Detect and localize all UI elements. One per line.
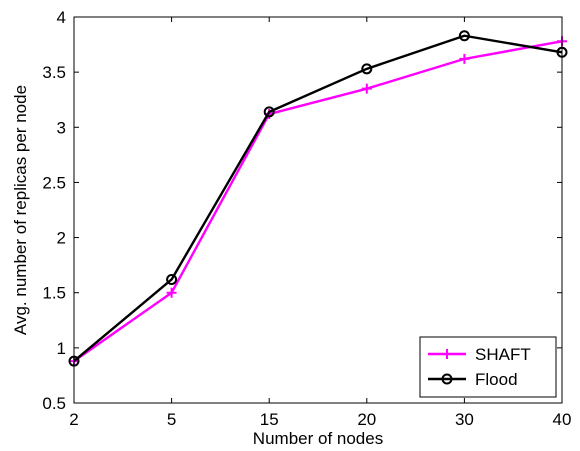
x-tick-label: 20 bbox=[357, 410, 376, 429]
legend-box bbox=[419, 336, 557, 398]
x-axis-label: Number of nodes bbox=[253, 429, 383, 448]
y-tick-label: 3.5 bbox=[42, 63, 66, 82]
x-tick-label: 15 bbox=[260, 410, 279, 429]
legend-marker bbox=[441, 373, 453, 385]
y-tick-label: 2 bbox=[57, 229, 66, 248]
data-point-shaft bbox=[459, 53, 470, 64]
series-line-shaft bbox=[73, 40, 563, 363]
x-tick-label: 5 bbox=[167, 410, 176, 429]
x-axis-ticks: 2 5 15 20 30 40 bbox=[69, 17, 571, 429]
data-series bbox=[68, 30, 568, 367]
x-tick-label: 2 bbox=[69, 410, 78, 429]
y-tick-label: 2.5 bbox=[42, 173, 66, 192]
legend-label: SHAFT bbox=[475, 345, 531, 364]
x-tick-label: 30 bbox=[455, 410, 474, 429]
series-line-flood bbox=[73, 34, 563, 363]
legend-marker bbox=[442, 349, 452, 359]
data-point-flood bbox=[166, 273, 178, 285]
series-flood bbox=[68, 30, 568, 367]
x-tick-label: 40 bbox=[553, 410, 572, 429]
legend: SHAFT Flood bbox=[419, 336, 557, 398]
data-point-shaft bbox=[166, 287, 177, 298]
plot-area-frame bbox=[73, 16, 563, 404]
y-tick-label: 1 bbox=[57, 339, 66, 358]
legend-entry-flood: Flood bbox=[428, 370, 518, 389]
data-point-flood bbox=[263, 106, 275, 118]
y-tick-label: 3 bbox=[57, 118, 66, 137]
data-point-flood bbox=[361, 63, 373, 75]
y-tick-label: 4 bbox=[57, 8, 66, 27]
data-point-shaft bbox=[361, 83, 372, 94]
legend-label: Flood bbox=[475, 370, 518, 389]
y-tick-label: 0.5 bbox=[42, 394, 66, 413]
y-tick-label: 1.5 bbox=[42, 284, 66, 303]
series-shaft bbox=[69, 36, 567, 367]
legend-entry-shaft: SHAFT bbox=[428, 345, 531, 364]
y-axis-label: Avg. number of replicas per node bbox=[11, 85, 30, 335]
data-point-flood bbox=[458, 30, 470, 42]
